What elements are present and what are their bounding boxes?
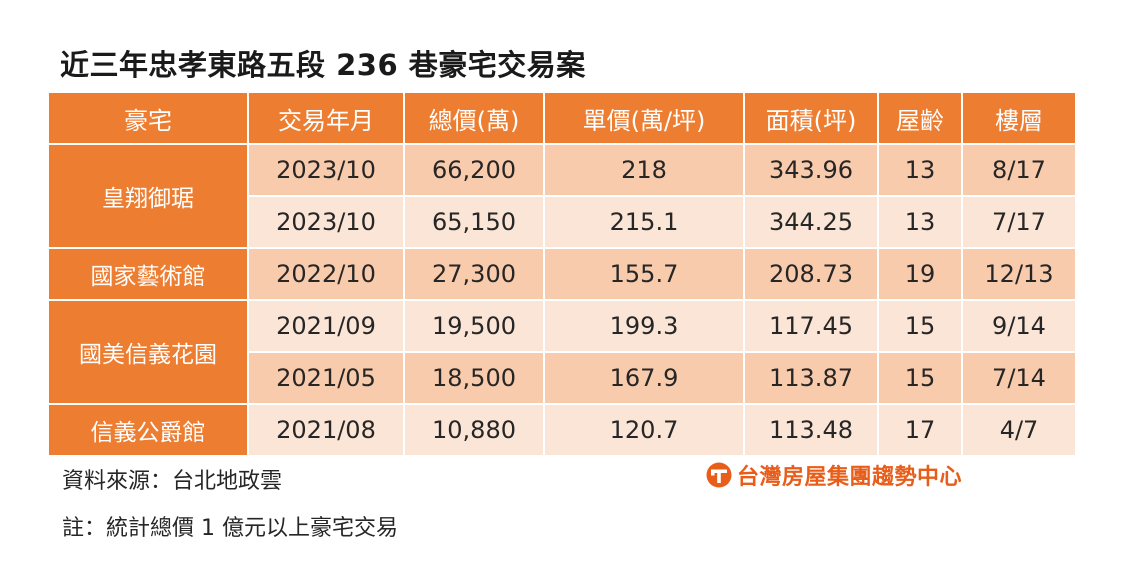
cell-unit-price: 215.1: [543, 195, 745, 249]
cell-total-price: 10,880: [403, 403, 545, 457]
cell-floor: 12/13: [961, 247, 1077, 301]
cell-area: 343.96: [743, 143, 879, 197]
cell-unit-price: 218: [543, 143, 745, 197]
footnote: 註：統計總價 1 億元以上豪宅交易: [62, 516, 398, 541]
cell-trade-date: 2023/10: [247, 195, 405, 249]
cell-unit-price: 167.9: [543, 351, 745, 405]
cell-age: 17: [877, 403, 963, 457]
cell-trade-date: 2021/09: [247, 299, 405, 353]
cell-total-price: 19,500: [403, 299, 545, 353]
cell-age: 13: [877, 143, 963, 197]
header-unit-price: 單價(萬/坪): [543, 91, 745, 145]
table-title: 近三年忠孝東路五段 236 巷豪宅交易案: [60, 48, 586, 82]
cell-total-price: 65,150: [403, 195, 545, 249]
taiwan-realty-logo-icon: [706, 462, 732, 488]
brand-name: 台灣房屋集團趨勢中心: [737, 465, 963, 490]
brand-credit: 台灣房屋集團趨勢中心: [705, 459, 962, 491]
cell-floor: 9/14: [961, 299, 1077, 353]
building-name: 國美信義花園: [47, 299, 249, 405]
cell-floor: 7/17: [961, 195, 1077, 249]
table-row: 皇翔御琚 2023/10 66,200 218 343.96 13 8/17: [47, 143, 1077, 249]
cell-trade-date: 2023/10: [247, 143, 405, 197]
header-trade-date: 交易年月: [247, 91, 405, 145]
data-source-note: 資料來源：台北地政雲: [62, 469, 283, 494]
table-row: 國美信義花園 2021/09 19,500 199.3 117.45 15 9/…: [47, 299, 1077, 405]
cell-floor: 4/7: [961, 403, 1077, 457]
building-name: 皇翔御琚: [47, 143, 249, 249]
cell-trade-date: 2021/05: [247, 351, 405, 405]
header-area: 面積(坪): [743, 91, 879, 145]
cell-age: 15: [877, 351, 963, 405]
cell-floor: 8/17: [961, 143, 1077, 197]
table-row: 2023/10 65,150 215.1 344.25 13 7/17: [48, 195, 1077, 249]
header-luxury-home: 豪宅: [47, 91, 249, 145]
cell-total-price: 18,500: [403, 351, 545, 405]
cell-trade-date: 2021/08: [247, 403, 405, 457]
cell-area: 208.73: [743, 247, 879, 301]
cell-age: 15: [877, 299, 963, 353]
table-header-row: 豪宅 交易年月 總價(萬) 單價(萬/坪) 面積(坪) 屋齡 樓層: [47, 91, 1077, 145]
cell-area: 344.25: [743, 195, 879, 249]
luxury-transactions-table: 豪宅 交易年月 總價(萬) 單價(萬/坪) 面積(坪) 屋齡 樓層 皇翔御琚 2…: [47, 91, 1077, 457]
cell-floor: 7/14: [961, 351, 1077, 405]
cell-total-price: 27,300: [403, 247, 545, 301]
cell-age: 19: [877, 247, 963, 301]
table-row: 信義公爵館 2021/08 10,880 120.7 113.48 17 4/7: [47, 403, 1077, 457]
cell-total-price: 66,200: [403, 143, 545, 197]
table-row: 2021/05 18,500 167.9 113.87 15 7/14: [48, 351, 1077, 405]
cell-area: 113.48: [743, 403, 879, 457]
header-floor: 樓層: [961, 91, 1077, 145]
cell-unit-price: 199.3: [543, 299, 745, 353]
cell-age: 13: [877, 195, 963, 249]
cell-area: 117.45: [743, 299, 879, 353]
cell-unit-price: 120.7: [543, 403, 745, 457]
table-row: 國家藝術館 2022/10 27,300 155.7 208.73 19 12/…: [47, 247, 1077, 301]
cell-area: 113.87: [743, 351, 879, 405]
building-name: 信義公爵館: [47, 403, 249, 457]
building-name: 國家藝術館: [47, 247, 249, 301]
cell-trade-date: 2022/10: [247, 247, 405, 301]
header-total-price: 總價(萬): [403, 91, 545, 145]
header-age: 屋齡: [877, 91, 963, 145]
cell-unit-price: 155.7: [543, 247, 745, 301]
